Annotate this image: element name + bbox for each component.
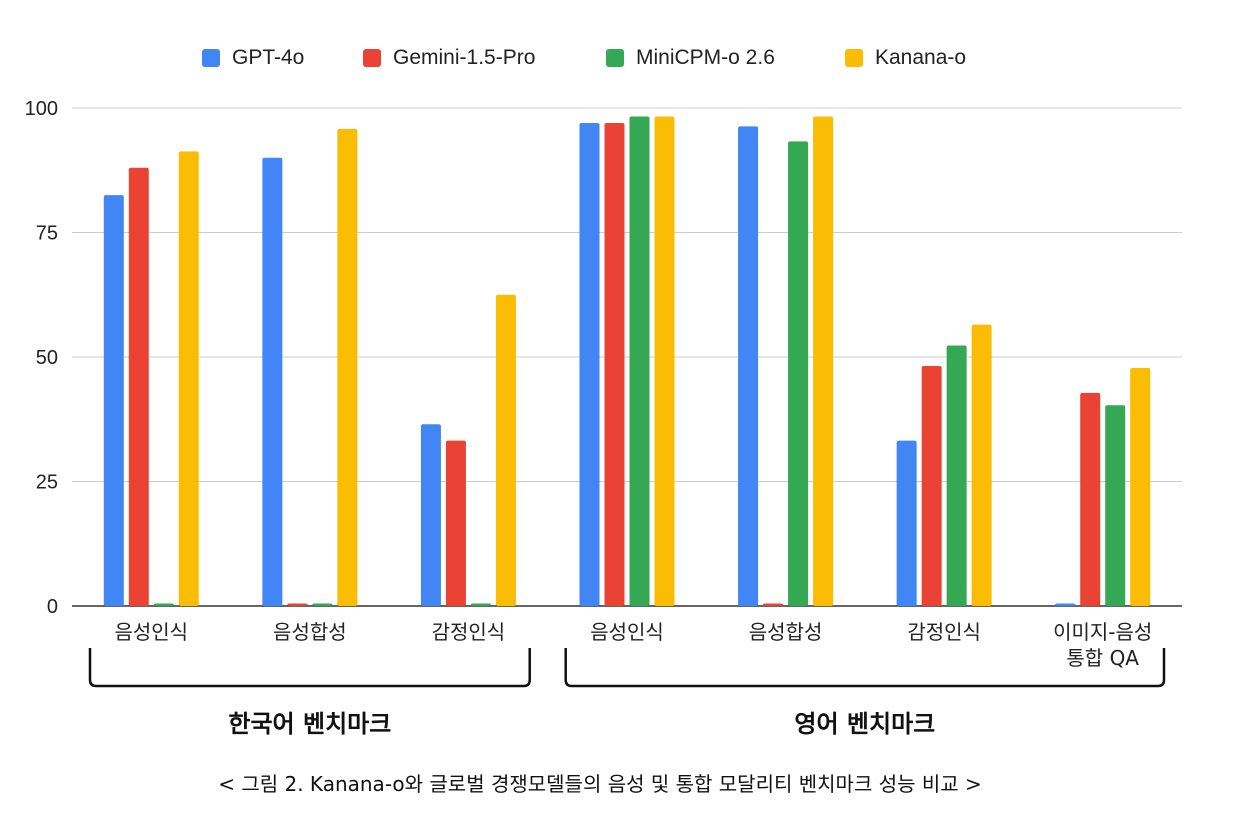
figure-caption: < 그림 2. Kanana-o와 글로벌 경쟁모델들의 음성 및 통합 모달리… (218, 772, 982, 796)
legend-item-minicpm: MiniCPM-o 2.6 (606, 40, 775, 76)
group-bracket (88, 648, 531, 688)
bar (128, 167, 149, 606)
legend-item-kanana: Kanana-o (845, 40, 966, 76)
legend-swatch-minicpm (606, 49, 624, 67)
bar-chart: 0 25 50 75 100 음성인식 음성합성 감정인식 음성인식 음성합성 감정인식 이미지-음성… (25, 98, 1182, 738)
bar (445, 440, 466, 606)
legend-label-minicpm: MiniCPM-o 2.6 (636, 46, 775, 69)
bar (946, 345, 967, 606)
y-tick-label: 0 (47, 596, 58, 618)
legend-swatch-kanana (845, 49, 863, 67)
bar (921, 365, 942, 606)
bar (420, 424, 441, 606)
y-tick-label: 25 (36, 472, 58, 494)
y-tick-label: 100 (25, 98, 58, 120)
bar (579, 122, 600, 606)
x-tick-label: 음성인식 (590, 620, 664, 644)
x-tick-label: 감정인식 (907, 620, 981, 644)
bar (1080, 392, 1101, 606)
x-tick-label: 감정인식 (432, 620, 506, 644)
bar (495, 294, 516, 606)
group-bracket (564, 648, 1166, 688)
legend-item-gpt4o: GPT-4o (202, 40, 304, 76)
group-label: 한국어 벤치마크 (228, 710, 391, 738)
bar (178, 151, 199, 607)
legend-item-gemini: Gemini-1.5-Pro (363, 40, 535, 76)
bar (262, 157, 283, 607)
bar (629, 116, 650, 606)
x-tick-label: 통합 QA (1066, 646, 1139, 670)
x-tick-label: 이미지-음성 (1053, 620, 1152, 644)
bar (337, 128, 358, 606)
bar (738, 126, 759, 607)
bar (788, 141, 809, 606)
legend-label-kanana: Kanana-o (875, 46, 967, 69)
bar (103, 195, 124, 606)
bar (896, 440, 917, 606)
x-tick-label: 음성인식 (114, 620, 188, 644)
bar (654, 116, 675, 606)
bar (971, 324, 992, 606)
bar (287, 603, 308, 606)
bar (1055, 603, 1076, 606)
bar (604, 122, 625, 606)
bar (470, 603, 491, 606)
legend-label-gemini: Gemini-1.5-Pro (393, 46, 536, 69)
legend-swatch-gemini (363, 49, 381, 67)
x-tick-label: 음성합성 (273, 620, 347, 644)
bar (312, 603, 333, 606)
legend-swatch-gpt4o (202, 49, 220, 67)
bar (813, 116, 834, 606)
legend-label-gpt4o: GPT-4o (232, 46, 305, 69)
bar (763, 603, 784, 606)
group-label: 영어 벤치마크 (794, 710, 935, 738)
y-tick-label: 50 (36, 347, 58, 369)
bar (1130, 367, 1151, 606)
bar (153, 603, 174, 606)
bar (1105, 405, 1126, 606)
y-tick-label: 75 (36, 223, 58, 245)
x-tick-label: 음성합성 (749, 620, 823, 644)
